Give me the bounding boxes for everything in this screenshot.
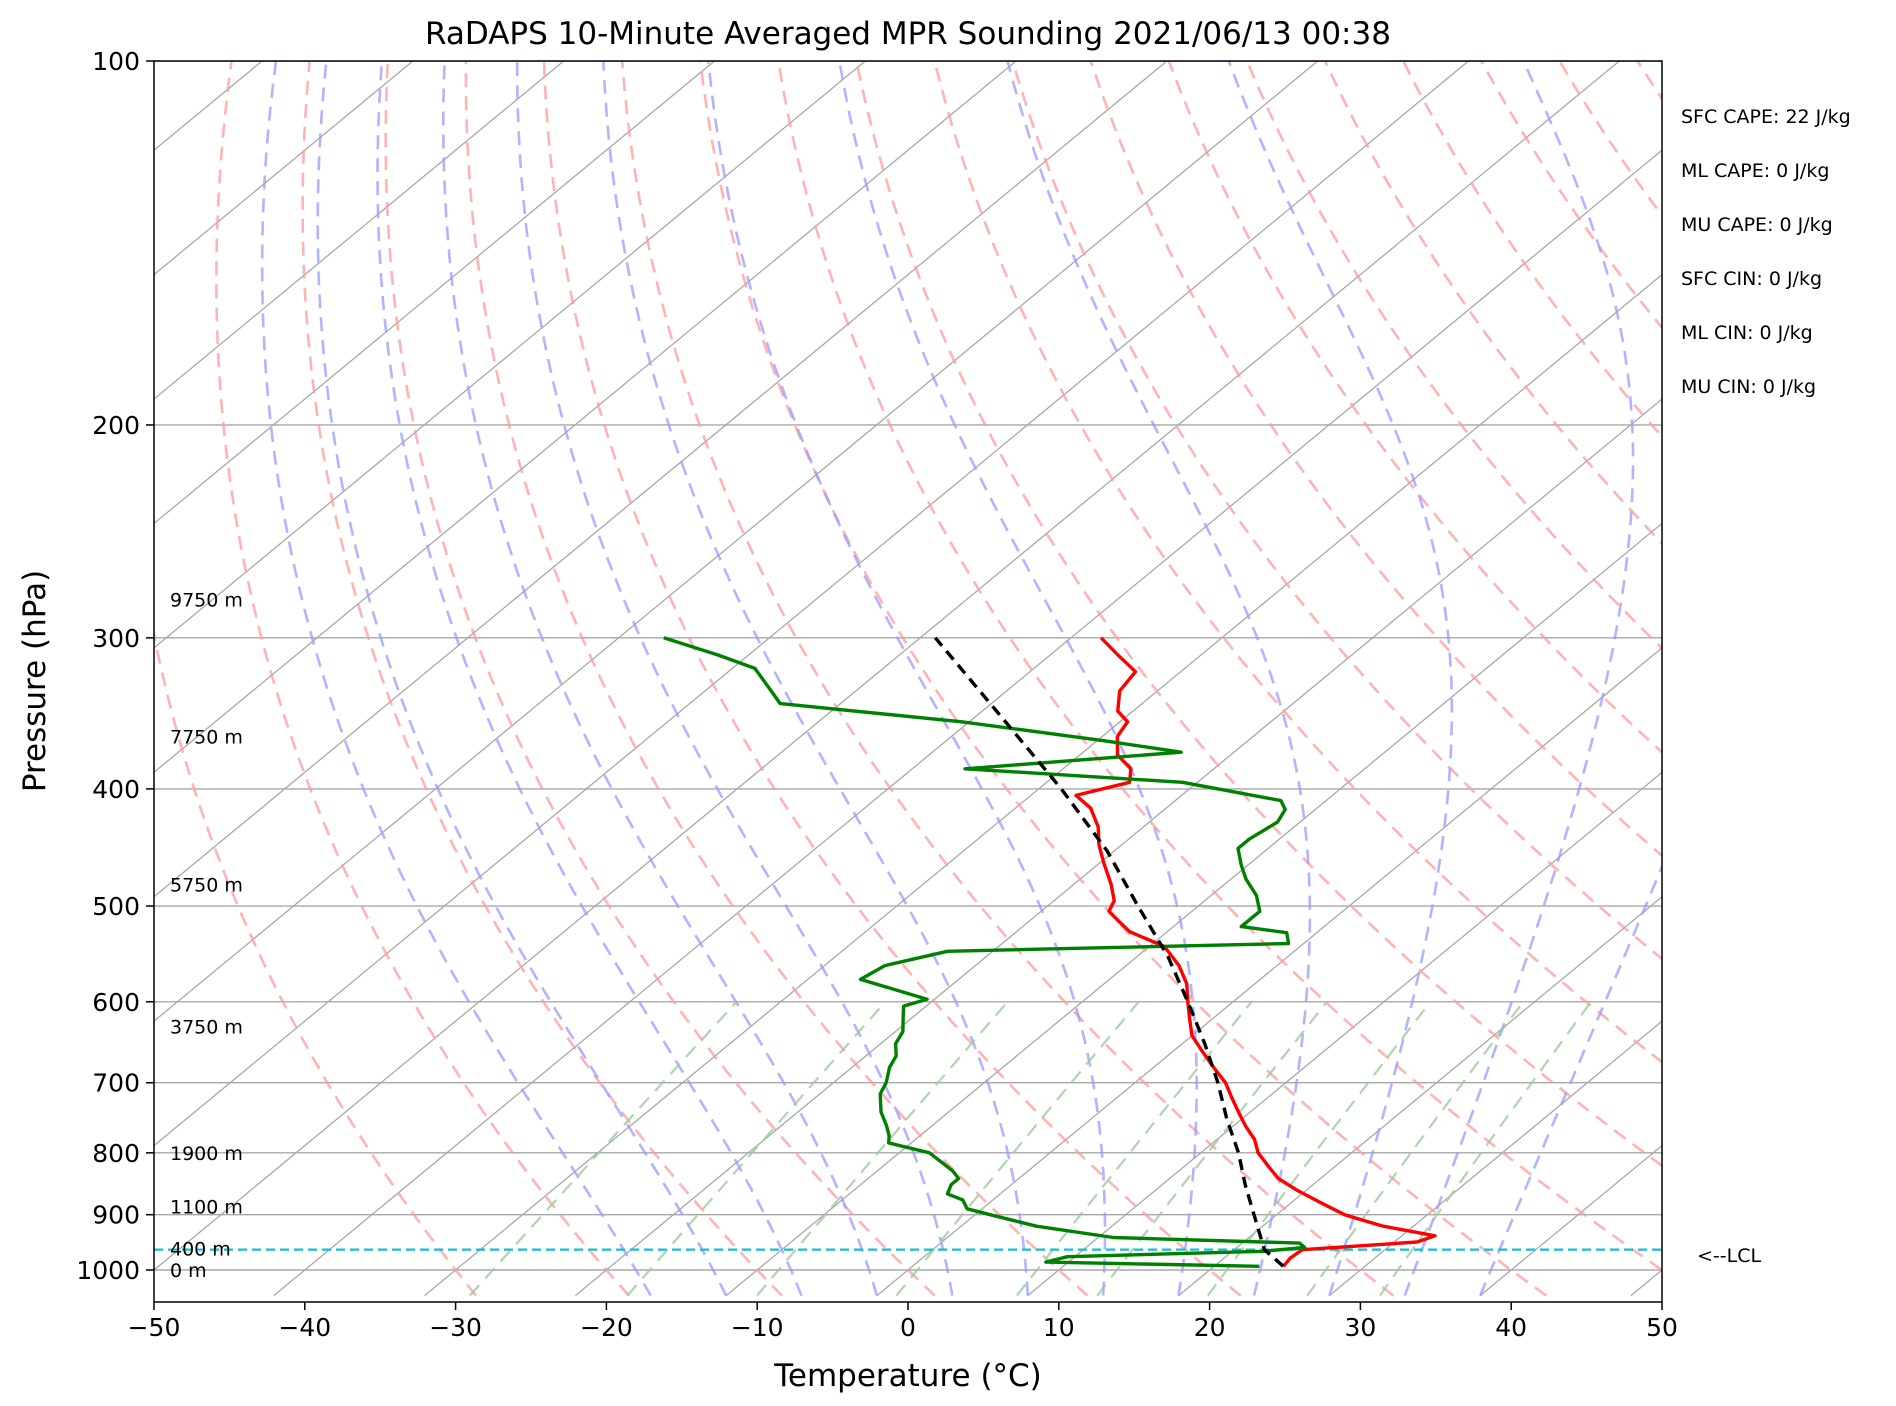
isotherm-line <box>1328 1020 1662 1297</box>
dry-adiabat-line <box>698 61 1548 1297</box>
stability-indices: SFC CAPE: 22 J/kg ML CAPE: 0 J/kg MU CAP… <box>1681 108 1851 432</box>
moist-adiabat-line <box>838 61 1198 1296</box>
y-tick-label: 400 <box>92 775 140 804</box>
temperature-profile-line <box>1074 636 1437 1268</box>
x-tick-label: −30 <box>429 1313 482 1342</box>
ml-cin-value: ML CIN: 0 J/kg <box>1681 322 1813 344</box>
height-label: 1100 m <box>170 1196 243 1218</box>
dry-adiabat-line <box>855 61 1662 1168</box>
x-axis-label: Temperature (°C) <box>773 1358 1042 1394</box>
height-labels: 9750 m 7750 m 5750 m 3750 m 1900 m 1100 m 400 … <box>170 590 243 1282</box>
height-label: 9750 m <box>170 590 243 612</box>
moist-adiabat-line <box>376 61 803 1297</box>
y-axis-label: Pressure (hPa) <box>17 570 53 792</box>
mixing-ratio-line <box>1306 1001 1525 1297</box>
moist-adiabat-line <box>260 61 652 1297</box>
height-label: 3750 m <box>170 1017 243 1039</box>
x-tick-label: 10 <box>1043 1313 1075 1342</box>
dry-adiabat-line <box>464 61 1089 1297</box>
isotherm-line <box>424 273 1662 1297</box>
isotherm-line <box>1178 895 1662 1297</box>
dry-adiabat-line <box>1872 61 1896 1296</box>
isotherm-line <box>154 61 1620 1271</box>
mixing-ratio-line <box>1015 1001 1253 1297</box>
plot-area <box>154 61 1896 1297</box>
isotherm-line <box>154 61 565 400</box>
isotherm-line <box>154 61 715 525</box>
chart-title: RaDAPS 10-Minute Averaged MPR Sounding 2… <box>425 16 1391 52</box>
moist-adiabat-line <box>1227 61 1454 1296</box>
dry-adiabat-line <box>301 61 783 1297</box>
sfc-cin-value: SFC CIN: 0 J/kg <box>1681 268 1823 290</box>
height-label: 5750 m <box>170 875 243 897</box>
y-tick-label: 1000 <box>76 1256 140 1285</box>
dewpoint-profile-line <box>663 636 1307 1268</box>
dry-adiabat-line <box>1089 61 1662 858</box>
mixing-ratio-line <box>756 1001 1009 1297</box>
x-tick-label: 20 <box>1194 1313 1226 1342</box>
y-tick-label: 900 <box>92 1201 140 1230</box>
y-tick-label: 100 <box>92 47 140 76</box>
mixing-ratio-line <box>626 1001 887 1297</box>
isotherm-line <box>154 61 1168 898</box>
x-tick-label: 40 <box>1495 1313 1527 1342</box>
x-tick-label: 50 <box>1646 1313 1678 1342</box>
y-tick-label: 600 <box>92 988 140 1017</box>
y-tick-label: 800 <box>92 1139 140 1168</box>
moist-adiabat-line <box>1478 863 1662 1297</box>
mixing-ratio-line <box>895 1001 1140 1297</box>
isotherm-line <box>154 61 1469 1147</box>
lcl-label: <--LCL <box>1697 1245 1761 1267</box>
isotherm-line <box>154 61 414 276</box>
y-tick-label: 200 <box>92 411 140 440</box>
parcel-profile-line <box>933 636 1285 1268</box>
y-tick-label: 700 <box>92 1069 140 1098</box>
dry-adiabat-line <box>215 61 630 1297</box>
dry-adiabat-line <box>777 61 1662 1272</box>
dry-adiabat-line <box>620 61 1395 1297</box>
height-label: 1900 m <box>170 1143 243 1165</box>
moist-adiabat-line <box>707 61 1107 1296</box>
y-tick-label: 500 <box>92 892 140 921</box>
height-label: 400 m <box>170 1239 231 1261</box>
moist-adiabat-line <box>602 61 1030 1296</box>
moist-adiabat-line <box>1403 61 1635 1297</box>
dry-adiabat-line <box>1011 61 1662 961</box>
sfc-cape-value: SFC CAPE: 22 J/kg <box>1681 106 1851 128</box>
axis-ticks: −50 −40 −30 −20 −10 0 10 20 30 40 50 100 200 300 400 50… <box>76 47 1678 1342</box>
moist-adiabat-line <box>1006 61 1312 1296</box>
dry-adiabat-line <box>154 61 478 1297</box>
x-tick-label: 0 <box>900 1313 916 1342</box>
isotherm-line <box>574 398 1662 1297</box>
mixing-ratio-line <box>1379 1001 1592 1297</box>
mixing-ratio-line <box>468 1001 738 1297</box>
height-label: 7750 m <box>170 726 243 748</box>
y-tick-label: 300 <box>92 624 140 653</box>
mixing-ratio-line <box>1206 1001 1432 1297</box>
isotherm-line <box>876 647 1662 1297</box>
dry-adiabat-line <box>542 61 1242 1297</box>
isotherm-line <box>154 61 1319 1022</box>
moist-adiabat-line <box>441 61 879 1296</box>
moist-adiabat-line <box>515 61 954 1296</box>
x-tick-label: −50 <box>128 1313 181 1342</box>
dry-adiabat-line <box>384 61 936 1297</box>
x-tick-label: 30 <box>1344 1313 1376 1342</box>
x-tick-label: −10 <box>731 1313 784 1342</box>
isotherm-line <box>154 61 1017 774</box>
x-tick-label: −20 <box>580 1313 633 1342</box>
mu-cin-value: MU CIN: 0 J/kg <box>1681 376 1817 398</box>
isotherm-line <box>1027 771 1662 1297</box>
isotherm-line <box>154 61 866 649</box>
moist-adiabat-line <box>316 61 728 1297</box>
mu-cape-value: MU CAPE: 0 J/kg <box>1681 214 1833 236</box>
isotherm-line <box>273 149 1662 1297</box>
ml-cape-value: ML CAPE: 0 J/kg <box>1681 160 1830 182</box>
x-tick-label: −40 <box>278 1313 331 1342</box>
height-label: 0 m <box>170 1260 207 1282</box>
